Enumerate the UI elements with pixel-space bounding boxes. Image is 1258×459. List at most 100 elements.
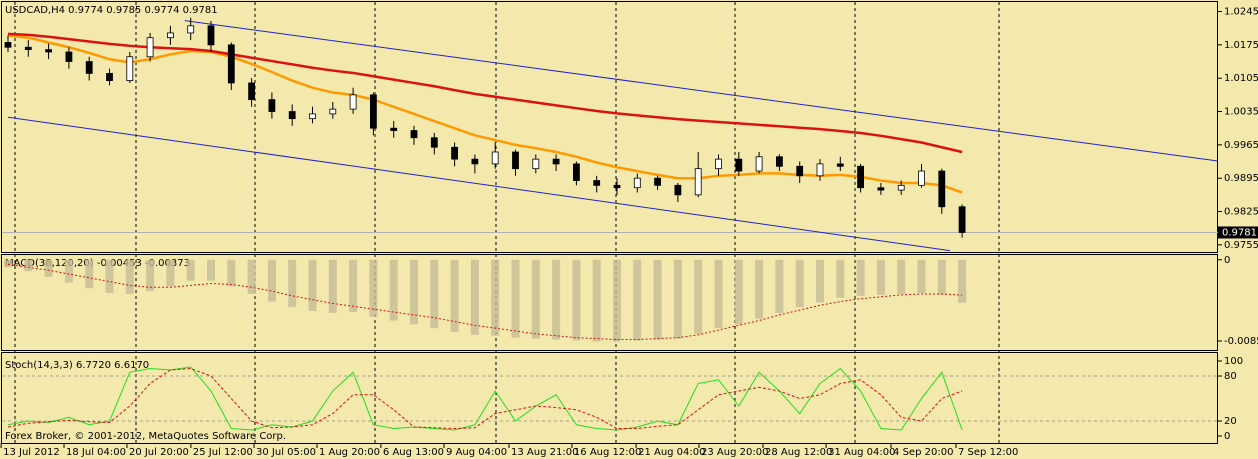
candle-body xyxy=(166,32,174,39)
candle-body xyxy=(573,163,580,181)
macd-bar xyxy=(491,259,500,336)
candle-body xyxy=(633,177,641,189)
x-tick-label: 1 Aug 20:00 xyxy=(319,447,380,458)
copyright: Forex Broker, © 2001-2012, MetaQuotes So… xyxy=(5,431,286,442)
macd-bar xyxy=(186,259,195,281)
candle-body xyxy=(24,46,32,51)
macd-bar xyxy=(308,259,317,312)
candle-body xyxy=(248,82,256,101)
indicator-line xyxy=(7,264,963,341)
macd-bar xyxy=(4,259,12,268)
y-tick-label: -0.00855 xyxy=(1224,336,1258,347)
macd-bar xyxy=(775,259,784,313)
macd-bar xyxy=(613,259,621,342)
candle-body xyxy=(532,158,540,170)
candle-body xyxy=(45,49,52,53)
x-tick-label: 28 Aug 12:00 xyxy=(765,447,832,458)
indicator-line xyxy=(7,368,963,430)
macd-bar xyxy=(430,259,439,329)
stoch-panel-frame xyxy=(1,352,1218,444)
y-tick-label: 80 xyxy=(1224,371,1237,382)
stoch-title: Stoch(14,3,3) 6.7720 6.6170 xyxy=(5,360,149,371)
macd-bar xyxy=(247,259,256,294)
macd-bar xyxy=(917,259,926,293)
price-panel-frame xyxy=(1,1,1218,253)
candle-body xyxy=(369,94,377,129)
candle-body xyxy=(512,151,519,170)
candle-body xyxy=(491,151,499,165)
macd-bar xyxy=(572,259,581,341)
macd-bar xyxy=(85,259,94,289)
candle-body xyxy=(227,44,235,84)
candle-body xyxy=(207,25,215,46)
macd-bar xyxy=(24,259,33,272)
x-tick-label: 18 Jul 04:00 xyxy=(66,447,126,458)
macd-bar xyxy=(267,259,276,302)
y-tick-label: 0.9825 xyxy=(1224,207,1258,218)
x-tick-label: 16 Aug 12:00 xyxy=(574,447,641,458)
macd-bar xyxy=(633,259,642,341)
indicator-line xyxy=(7,366,963,431)
macd-bar xyxy=(64,259,73,283)
y-tick-label: 0.9755 xyxy=(1224,240,1258,251)
x-tick-label: 20 Jul 20:00 xyxy=(129,447,189,458)
macd-bar xyxy=(795,259,804,308)
x-tick-label: 30 Jul 05:00 xyxy=(256,447,316,458)
x-tick-label: 31 Aug 04:00 xyxy=(828,447,895,458)
current-price-label: 0.9781 xyxy=(1222,227,1257,238)
x-tick-label: 7 Sep 12:00 xyxy=(958,447,1018,458)
candle-body xyxy=(958,206,966,233)
y-tick-label: 0.9895 xyxy=(1224,173,1258,184)
macd-bar xyxy=(125,259,134,294)
macd-bar xyxy=(207,259,215,281)
macd-bar xyxy=(816,259,824,303)
current-price-box xyxy=(1218,226,1258,239)
candle-body xyxy=(654,177,661,186)
macd-bar xyxy=(653,259,662,340)
macd-bar xyxy=(410,259,418,325)
macd-bar xyxy=(349,259,358,312)
candle-body xyxy=(735,158,743,172)
macd-bar xyxy=(755,259,764,319)
x-tick-label: 21 Aug 04:00 xyxy=(638,447,705,458)
candle-body xyxy=(552,158,560,165)
macd-bar xyxy=(856,259,865,296)
macd-panel-frame xyxy=(1,254,1218,351)
macd-bar xyxy=(369,259,378,317)
candle-body xyxy=(593,180,601,186)
candle-body xyxy=(715,158,722,170)
candle-body xyxy=(796,165,804,177)
candle-body xyxy=(918,170,925,186)
candle-body xyxy=(755,156,763,172)
macd-bar xyxy=(958,259,967,303)
candle-body xyxy=(106,73,113,81)
candle-body xyxy=(613,184,621,189)
candle-body xyxy=(85,61,93,74)
macd-bar xyxy=(227,259,236,287)
y-tick-label: 1.0175 xyxy=(1224,40,1258,51)
y-tick-label: 1.0035 xyxy=(1224,107,1258,118)
y-tick-label: 0.9965 xyxy=(1224,140,1258,151)
candle-body xyxy=(126,56,134,81)
y-tick-label: 100 xyxy=(1224,356,1243,367)
macd-bar xyxy=(552,259,561,340)
price-title: USDCAD,H4 0.9774 0.9785 0.9774 0.9781 xyxy=(5,5,218,16)
trend-line xyxy=(7,116,950,252)
candle-body xyxy=(146,37,154,58)
candle-body xyxy=(816,163,824,177)
candle-body xyxy=(694,168,702,196)
macd-bar xyxy=(694,259,703,334)
candle-body xyxy=(857,165,864,189)
candle-body xyxy=(349,94,357,110)
candle-body xyxy=(776,156,783,167)
candle-body xyxy=(390,127,398,131)
macd-bar xyxy=(166,259,175,287)
macd-bar xyxy=(734,259,743,325)
macd-bar xyxy=(146,259,155,292)
candle-body xyxy=(309,113,316,120)
candle-body xyxy=(471,158,479,165)
candle-body xyxy=(877,187,885,191)
candle-body xyxy=(938,170,946,208)
